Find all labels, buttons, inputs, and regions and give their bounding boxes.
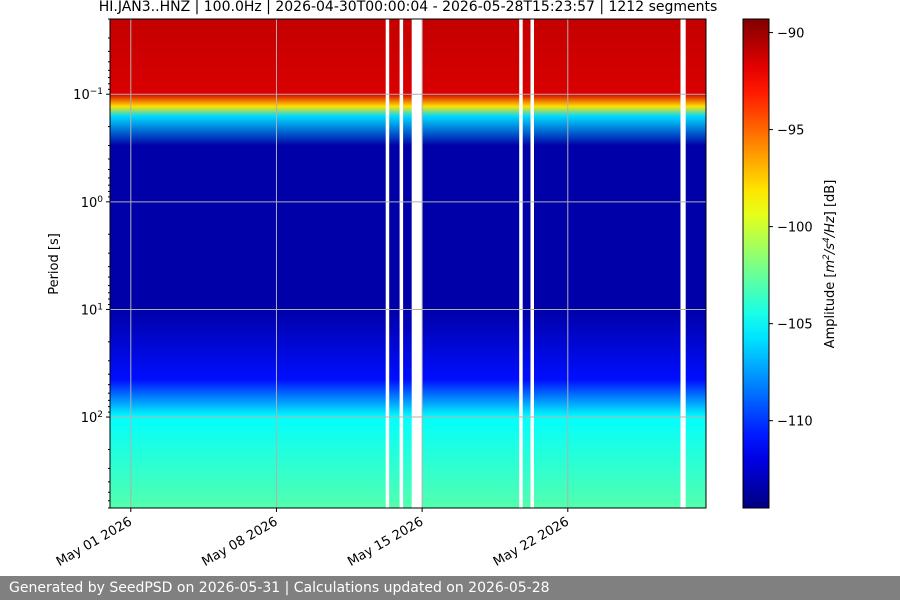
colorbar-label: Amplitude [m2/s4/Hz] [dB] — [822, 180, 838, 349]
x-tick-label: May 22 2026 — [491, 514, 572, 569]
chart-title: HI.JAN3..HNZ | 100.0Hz | 2026-04-30T00:0… — [99, 0, 718, 15]
y-axis: 10−1 100 101 102 — [73, 18, 110, 509]
psd-heatmap — [110, 19, 706, 508]
colorbar-tick-label: −90 — [777, 27, 804, 42]
data-gap — [680, 19, 686, 508]
colorbar: −90 −95 −100 −105 −110 Amplitude [m2/s4/Hz] [… — [742, 18, 838, 509]
colorbar-tick-label: −95 — [777, 124, 804, 139]
data-gap — [530, 19, 534, 508]
x-tick-label: May 15 2026 — [345, 514, 426, 569]
chart: HI.JAN3..HNZ | 100.0Hz | 2026-04-30T00:0… — [47, 0, 838, 570]
colorbar-tick-label: −100 — [777, 221, 813, 236]
colorbar-tick-label: −105 — [777, 318, 813, 333]
grid — [110, 19, 706, 508]
x-axis: May 01 2026 May 08 2026 May 15 2026 May 22 … — [54, 508, 572, 570]
plot-frame — [109, 18, 707, 509]
footer-bar: Generated by SeedPSD on 2026-05-31 | Cal… — [0, 576, 900, 600]
y-tick-label: 102 — [81, 410, 103, 426]
y-tick-label: 10−1 — [73, 87, 103, 103]
x-tick-label: May 08 2026 — [200, 514, 281, 569]
colorbar-tick-label: −110 — [777, 415, 813, 430]
footer-text: Generated by SeedPSD on 2026-05-31 | Cal… — [9, 580, 550, 596]
data-gap — [519, 19, 523, 508]
y-tick-label: 101 — [81, 302, 103, 318]
psd-heatmap-field — [110, 19, 706, 508]
colorbar-gradient — [742, 18, 770, 509]
x-tick-label: May 01 2026 — [54, 514, 135, 569]
y-tick-label: 100 — [81, 195, 104, 211]
y-axis-label: Period [s] — [47, 233, 62, 295]
data-gap — [399, 19, 404, 508]
data-gap — [411, 19, 423, 508]
data-gap — [385, 19, 390, 508]
